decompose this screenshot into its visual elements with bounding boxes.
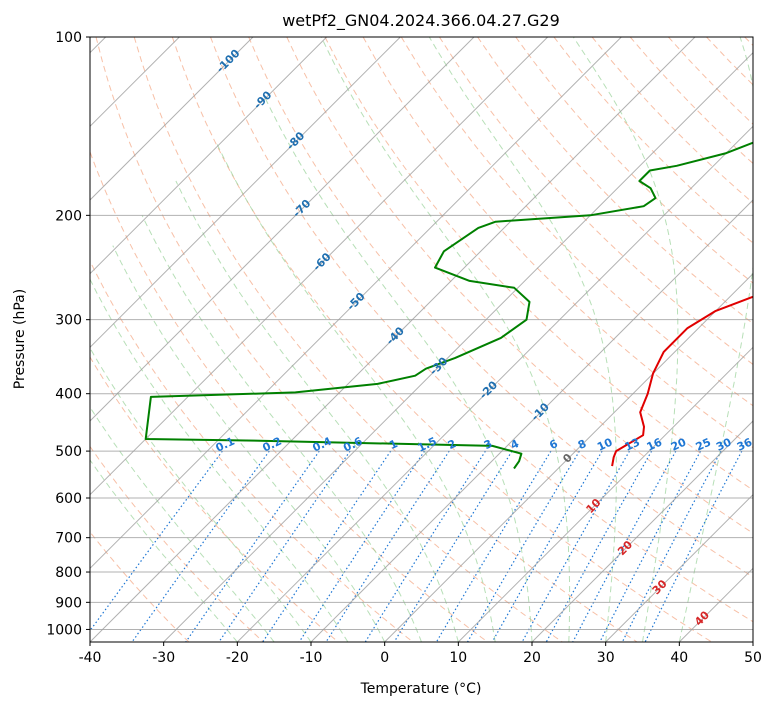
plot-frame xyxy=(89,36,754,643)
mixing-ratio-line xyxy=(644,450,743,642)
dry-adiabat-line xyxy=(477,37,753,325)
y-tick-label: 200 xyxy=(55,208,82,224)
mixing-ratio-line xyxy=(491,450,603,642)
moist-adiabat-line xyxy=(263,94,533,642)
isotherm-gridline xyxy=(605,493,753,642)
dry-adiabat-line xyxy=(95,37,563,642)
moist-adiabat-line xyxy=(90,406,275,642)
moist-adiabat-line xyxy=(90,459,238,642)
mixing-ratio-line xyxy=(521,450,631,642)
y-tick-label: 1000 xyxy=(46,622,82,638)
moist-adiabat-line xyxy=(572,37,679,642)
x-tick-label: 50 xyxy=(744,650,762,666)
mixing-ratio-label: 30 xyxy=(714,435,734,453)
mixing-ratio-line xyxy=(90,450,223,632)
x-tick-label: -10 xyxy=(300,650,323,666)
mixing-ratio-line xyxy=(621,450,722,642)
mixing-ratio-label: 36 xyxy=(735,435,755,453)
dry-adiabat-line xyxy=(438,37,753,366)
x-tick-label: 20 xyxy=(523,650,541,666)
profile-layer xyxy=(144,141,753,470)
y-tick-label: 600 xyxy=(55,491,82,507)
mixing-ratio-label: 10 xyxy=(595,435,615,453)
dry-adiabat-line xyxy=(248,37,753,578)
isotherm-gridline xyxy=(90,37,696,642)
isotherm-gridline xyxy=(236,125,753,642)
isotherm-gridline xyxy=(90,37,549,496)
x-axis-title: Temperature (°C) xyxy=(360,681,482,697)
mixing-ratio-label: 13 xyxy=(623,436,642,454)
x-tick-label: -40 xyxy=(79,650,102,666)
mixing-ratio-label: 20 xyxy=(669,435,689,453)
y-tick-label: 500 xyxy=(55,444,82,460)
mixing-ratio-line xyxy=(545,450,653,642)
dry-adiabat-line xyxy=(210,37,753,623)
mixing-ratio-label: 16 xyxy=(645,435,665,453)
moist-adiabat-line xyxy=(112,245,386,642)
isotherm-gridline xyxy=(163,51,753,642)
dry-adiabat-line xyxy=(90,445,264,642)
moist-adiabat-line xyxy=(90,278,349,642)
dewpoint-profile-line xyxy=(144,141,753,470)
x-tick-label: -20 xyxy=(226,650,249,666)
x-tick-label: 10 xyxy=(449,650,467,666)
dry-adiabat-line xyxy=(90,150,488,642)
x-tick-label: -30 xyxy=(152,650,175,666)
x-tick-label: 30 xyxy=(597,650,615,666)
y-tick-label: 400 xyxy=(55,387,82,403)
isotherm-gridline xyxy=(90,37,328,275)
moist-adiabat-line xyxy=(428,37,617,642)
mixing-ratio-line xyxy=(298,450,425,642)
isotherm-gridline xyxy=(90,37,475,422)
isotherm-gridline xyxy=(90,37,254,201)
moist-adiabat-line xyxy=(141,215,422,642)
y-tick-label: 900 xyxy=(55,595,82,611)
moist-adiabat-line xyxy=(90,347,312,642)
mixing-ratio-line xyxy=(185,450,320,642)
dry-adiabat-line xyxy=(324,37,753,491)
mixing-ratio-label: 25 xyxy=(694,436,713,454)
grid-layer xyxy=(90,37,753,642)
x-tick-label: 0 xyxy=(380,650,389,666)
mixing-ratio-line xyxy=(572,450,677,642)
mixing-ratio-line xyxy=(218,450,351,642)
moist-adiabat-line xyxy=(175,180,459,642)
dry-adiabat-line xyxy=(133,37,638,642)
mixing-ratio-line xyxy=(262,450,392,642)
moist-adiabat-line xyxy=(678,37,753,642)
plot-area xyxy=(90,37,753,642)
isotherm-gridline xyxy=(310,199,753,642)
isotherm-gridline xyxy=(90,37,622,570)
y-axis-title: Pressure (hPa) xyxy=(12,289,28,389)
isotherm-gridline xyxy=(531,420,753,642)
dry-adiabat-line xyxy=(90,356,339,642)
temperature-profile-line xyxy=(611,295,753,467)
y-tick-label: 800 xyxy=(55,565,82,581)
y-tick-label: 300 xyxy=(55,313,82,329)
isotherm-gridline xyxy=(457,346,753,642)
chart-title: wetPf2_GN04.2024.366.04.27.G29 xyxy=(282,11,560,31)
y-tick-label: 700 xyxy=(55,531,82,547)
mixing-ratio-line xyxy=(599,450,702,642)
axes-layer: -40 -30 -20 -10 0 10 20 30 40 50 100 200 300 400 500 60… xyxy=(46,30,762,666)
isotherm-gridline xyxy=(384,272,753,642)
y-tick-label: 100 xyxy=(55,30,82,46)
isotherm-gridline xyxy=(90,37,401,349)
x-tick-label: 40 xyxy=(670,650,688,666)
